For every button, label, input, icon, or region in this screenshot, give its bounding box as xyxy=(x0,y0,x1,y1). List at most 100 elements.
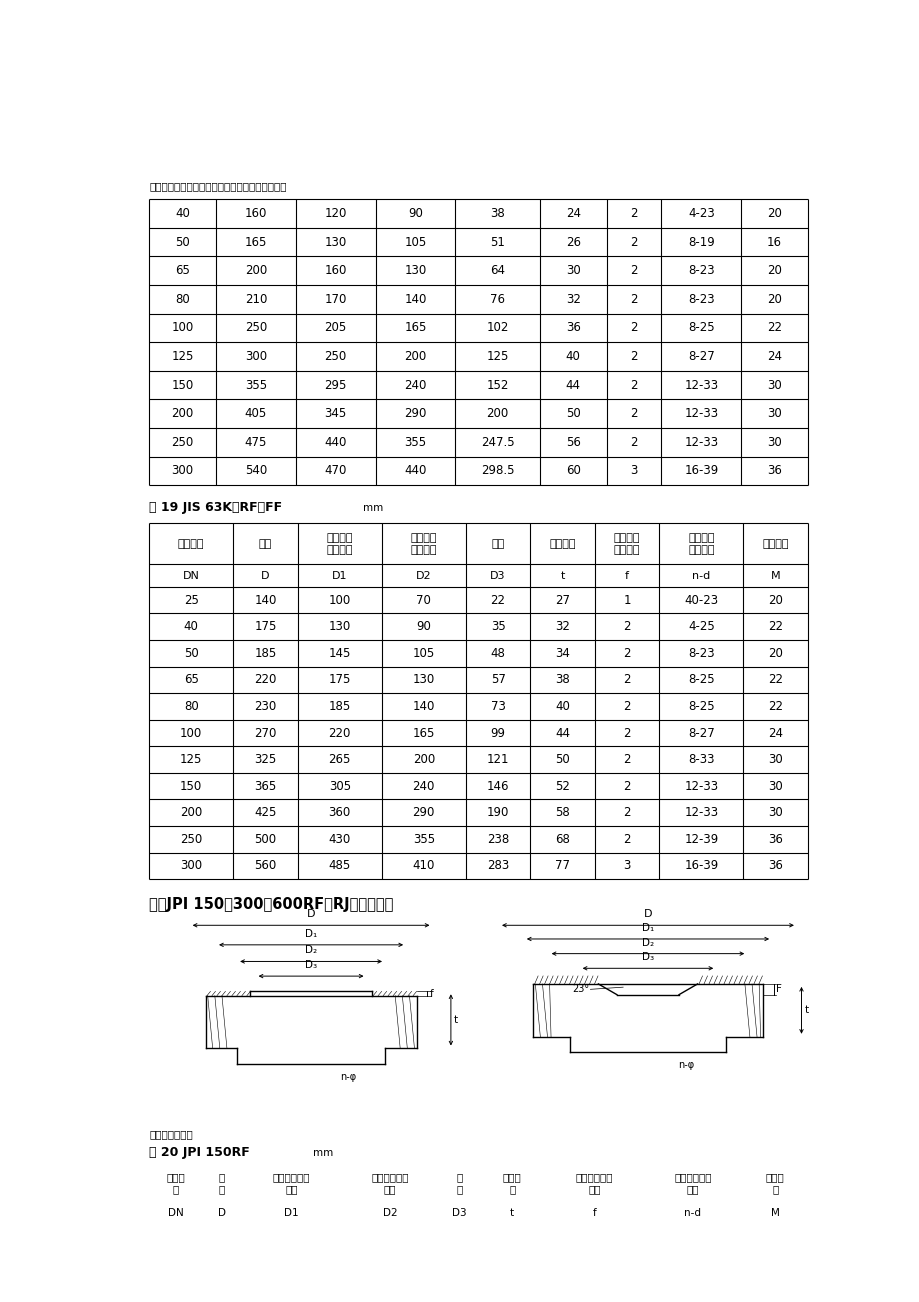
Text: 22: 22 xyxy=(767,673,782,686)
Text: 48: 48 xyxy=(490,647,505,660)
Text: 法兰厚
度: 法兰厚 度 xyxy=(503,1172,521,1194)
Text: 100: 100 xyxy=(171,322,194,335)
Text: D1: D1 xyxy=(332,570,347,581)
Text: 2: 2 xyxy=(623,780,630,793)
Text: 30: 30 xyxy=(766,408,781,421)
Text: 300: 300 xyxy=(244,350,267,363)
Text: n-d: n-d xyxy=(692,570,709,581)
Text: D1: D1 xyxy=(284,1208,299,1217)
Text: 8-23: 8-23 xyxy=(687,647,714,660)
Text: 50: 50 xyxy=(184,647,199,660)
Text: 20: 20 xyxy=(767,647,782,660)
Text: 200: 200 xyxy=(486,408,508,421)
Text: 12-39: 12-39 xyxy=(684,833,718,846)
Text: 57: 57 xyxy=(490,673,505,686)
Text: 430: 430 xyxy=(328,833,350,846)
Text: 76: 76 xyxy=(490,293,505,306)
Text: 283: 283 xyxy=(486,859,508,872)
Text: 30: 30 xyxy=(766,436,781,449)
Text: 2: 2 xyxy=(623,620,630,633)
Text: 99: 99 xyxy=(490,727,505,740)
Text: 205: 205 xyxy=(324,322,346,335)
Text: 20: 20 xyxy=(767,594,782,607)
Text: 12-33: 12-33 xyxy=(684,436,718,449)
Text: f: f xyxy=(592,1208,596,1217)
Text: 8-25: 8-25 xyxy=(687,673,714,686)
Text: 1: 1 xyxy=(623,594,630,607)
Text: 140: 140 xyxy=(403,293,426,306)
Text: 64: 64 xyxy=(490,264,505,277)
Text: 130: 130 xyxy=(413,673,435,686)
Text: 连接凸出
部分直径: 连接凸出 部分直径 xyxy=(410,533,437,555)
Text: 200: 200 xyxy=(244,264,267,277)
Text: 130: 130 xyxy=(403,264,426,277)
Text: 2: 2 xyxy=(623,833,630,846)
Text: M: M xyxy=(770,570,779,581)
Text: 125: 125 xyxy=(486,350,508,363)
Text: 22: 22 xyxy=(490,594,505,607)
Text: 8-25: 8-25 xyxy=(687,700,714,713)
Text: 3: 3 xyxy=(623,859,630,872)
Text: 200: 200 xyxy=(171,408,194,421)
Text: 250: 250 xyxy=(180,833,202,846)
Text: 螺栓孔中
心圆直径: 螺栓孔中 心圆直径 xyxy=(326,533,353,555)
Text: 360: 360 xyxy=(328,806,350,819)
Text: f: f xyxy=(625,570,629,581)
Text: 26: 26 xyxy=(565,236,580,249)
Text: 22: 22 xyxy=(767,700,782,713)
Text: 4-25: 4-25 xyxy=(687,620,714,633)
Text: D: D xyxy=(218,1208,226,1217)
Text: 螺栓孔数
量与直径: 螺栓孔数 量与直径 xyxy=(687,533,714,555)
Text: 305: 305 xyxy=(328,780,350,793)
Text: 40: 40 xyxy=(565,350,580,363)
Text: 560: 560 xyxy=(255,859,277,872)
Text: 73: 73 xyxy=(490,700,505,713)
Text: 2: 2 xyxy=(630,408,637,421)
Text: 52: 52 xyxy=(554,780,570,793)
Text: 102: 102 xyxy=(486,322,508,335)
Text: 165: 165 xyxy=(403,322,426,335)
Text: 175: 175 xyxy=(254,620,277,633)
Text: 此文档仅供收集于网络，如有侵权请联系网站删除: 此文档仅供收集于网络，如有侵权请联系网站删除 xyxy=(149,181,287,191)
Text: 185: 185 xyxy=(255,647,277,660)
Text: 4-23: 4-23 xyxy=(687,207,714,220)
Text: D₃: D₃ xyxy=(305,960,317,970)
Text: D₂: D₂ xyxy=(305,945,317,956)
Text: 40: 40 xyxy=(184,620,199,633)
Text: 300: 300 xyxy=(172,465,194,478)
Text: 36: 36 xyxy=(767,859,782,872)
Text: 145: 145 xyxy=(328,647,350,660)
Text: 240: 240 xyxy=(403,379,426,392)
Text: 405: 405 xyxy=(244,408,267,421)
Text: 250: 250 xyxy=(324,350,346,363)
Text: 200: 200 xyxy=(413,753,435,766)
Text: 120: 120 xyxy=(324,207,346,220)
Text: 20: 20 xyxy=(766,264,781,277)
Text: 2: 2 xyxy=(623,727,630,740)
Text: 56: 56 xyxy=(565,436,580,449)
Text: 表 19 JIS 63K、RF、FF: 表 19 JIS 63K、RF、FF xyxy=(149,501,282,514)
Text: 2: 2 xyxy=(630,350,637,363)
Text: 40-23: 40-23 xyxy=(684,594,718,607)
Text: D3: D3 xyxy=(451,1208,466,1217)
Text: 190: 190 xyxy=(486,806,509,819)
Text: 270: 270 xyxy=(254,727,277,740)
Text: 2: 2 xyxy=(623,700,630,713)
Text: 44: 44 xyxy=(565,379,580,392)
Text: 螺栓直径: 螺栓直径 xyxy=(762,539,789,548)
Text: 30: 30 xyxy=(767,780,782,793)
Text: 220: 220 xyxy=(254,673,277,686)
Text: mm: mm xyxy=(363,503,383,513)
Text: 165: 165 xyxy=(412,727,435,740)
Text: 50: 50 xyxy=(555,753,570,766)
Text: 470: 470 xyxy=(324,465,346,478)
Text: 100: 100 xyxy=(328,594,350,607)
Text: t: t xyxy=(510,1208,514,1217)
Text: 100: 100 xyxy=(180,727,202,740)
Text: D₁: D₁ xyxy=(304,928,317,939)
Text: 140: 140 xyxy=(412,700,435,713)
Text: 12-33: 12-33 xyxy=(684,408,718,421)
Text: D3: D3 xyxy=(490,570,505,581)
Text: 238: 238 xyxy=(486,833,508,846)
Text: 105: 105 xyxy=(403,236,426,249)
